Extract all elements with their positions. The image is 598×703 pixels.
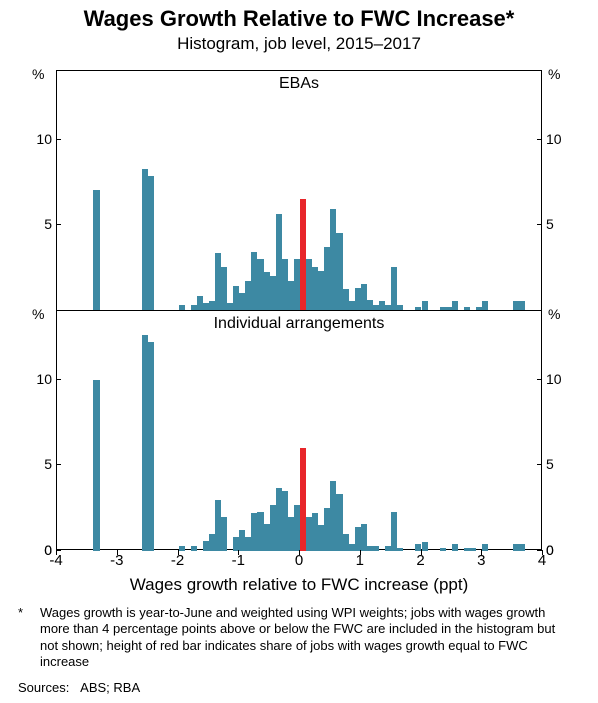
y-tick-label: 5 (2, 456, 52, 472)
y-tick-label: 5 (2, 216, 52, 232)
y-tick-mark (537, 224, 542, 225)
y-tick-mark (537, 379, 542, 380)
x-tick-mark (178, 550, 179, 555)
y-tick-label: 5 (546, 456, 596, 472)
histogram-bar (519, 301, 525, 310)
histogram-bar (373, 546, 379, 551)
footnote-marker: * (18, 605, 23, 621)
histogram-bar (148, 342, 154, 551)
histogram-bar (470, 548, 476, 551)
chart-plot-area: EBAs Individual arrangements (56, 70, 542, 550)
y-tick-label: 10 (2, 371, 52, 387)
x-tick-mark (238, 550, 239, 555)
histogram-bar (179, 305, 185, 310)
y-tick-label: 0 (2, 542, 52, 558)
histogram-bar (452, 544, 458, 551)
sources: Sources: ABS; RBA (18, 680, 140, 695)
histogram-bar (93, 380, 99, 551)
histogram-bar (519, 544, 525, 551)
y-tick-mark (56, 464, 61, 465)
x-tick-mark (481, 550, 482, 555)
y-axis-left: 51005100 (2, 70, 52, 550)
x-axis-label: Wages growth relative to FWC increase (p… (0, 575, 598, 595)
y-tick-mark (56, 379, 61, 380)
histogram-bar (191, 546, 197, 551)
y-tick-mark (56, 224, 61, 225)
sources-label: Sources: (18, 680, 69, 695)
y-tick-label: 0 (546, 542, 596, 558)
bars-container-bot (57, 311, 541, 551)
chart-subtitle: Histogram, job level, 2015–2017 (0, 34, 598, 54)
histogram-bar (179, 546, 185, 551)
y-tick-mark (537, 139, 542, 140)
bars-container-top (57, 71, 541, 310)
histogram-bar (93, 190, 99, 310)
histogram-bar (221, 517, 227, 551)
y-tick-mark (537, 464, 542, 465)
y-tick-label: 10 (546, 371, 596, 387)
y-tick-label: 10 (2, 131, 52, 147)
y-tick-mark (56, 139, 61, 140)
chart-title: Wages Growth Relative to FWC Increase* (0, 0, 598, 32)
histogram-bar (452, 301, 458, 310)
panel-individual: Individual arrangements (57, 311, 541, 551)
x-tick-mark (56, 550, 57, 555)
sources-text: ABS; RBA (80, 680, 140, 695)
y-tick-label: 5 (546, 216, 596, 232)
x-tick-mark (299, 550, 300, 555)
histogram-bar (397, 548, 403, 551)
histogram-bar (464, 307, 470, 310)
y-tick-label: 10 (546, 131, 596, 147)
x-axis: -4-3-2-101234 (56, 552, 542, 572)
x-tick-mark (421, 550, 422, 555)
histogram-bar (422, 542, 428, 551)
x-tick-mark (117, 550, 118, 555)
histogram-bar (397, 305, 403, 310)
histogram-bar (391, 267, 397, 310)
histogram-bar (482, 544, 488, 551)
footnote: * Wages growth is year-to-June and weigh… (40, 605, 560, 670)
y-axis-right: 51005100 (546, 70, 596, 550)
x-tick-mark (360, 550, 361, 555)
histogram-bar (148, 176, 154, 310)
panel-ebas: EBAs (57, 71, 541, 311)
x-tick-mark (542, 550, 543, 555)
histogram-bar (482, 301, 488, 310)
footnote-text: Wages growth is year-to-June and weighte… (40, 605, 555, 669)
histogram-bar (422, 301, 428, 310)
histogram-bar (391, 512, 397, 551)
histogram-bar (440, 548, 446, 551)
